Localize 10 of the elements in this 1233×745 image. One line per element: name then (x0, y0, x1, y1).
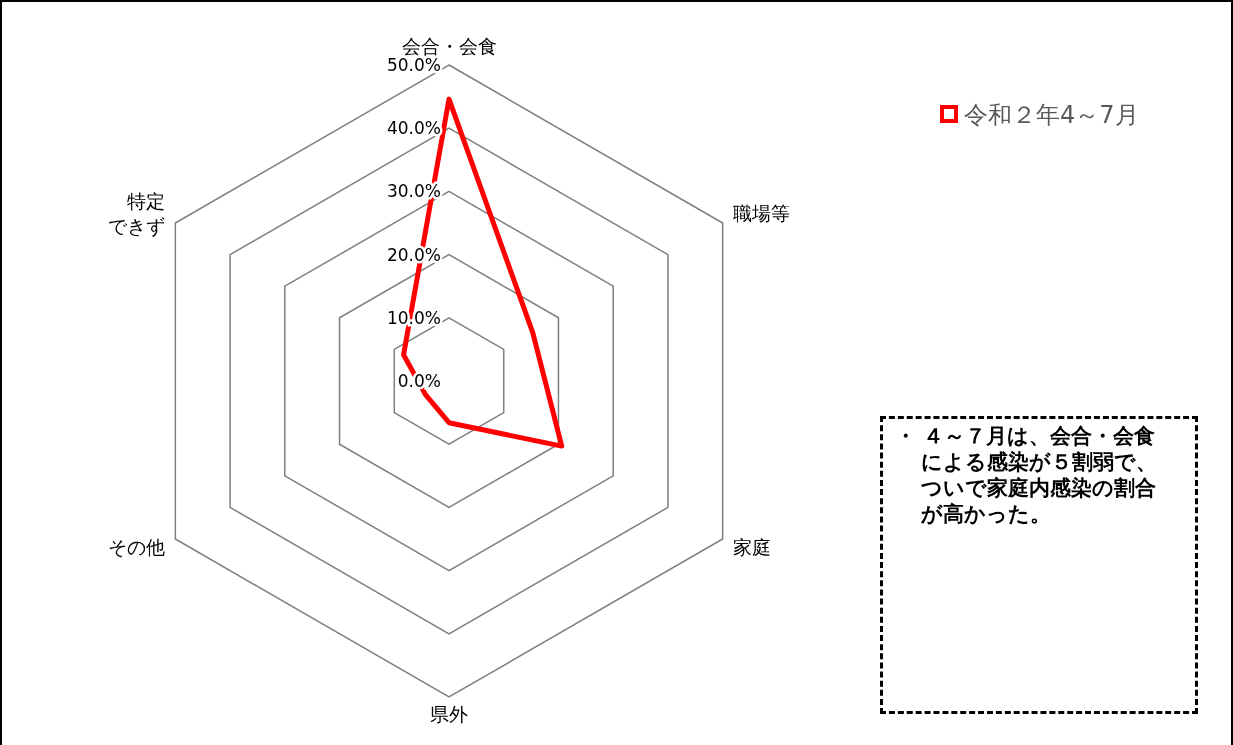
spoke-label: 家庭 (733, 536, 772, 558)
spoke-label: 職場等 (733, 202, 791, 224)
legend-label: 令和２年4～7月 (964, 101, 1139, 129)
y-tick-label: 40.0% (386, 118, 441, 139)
spoke-label: 県外 (430, 703, 468, 725)
y-tick-label: 50.0% (386, 55, 441, 75)
spoke-label: その他 (107, 536, 165, 558)
spoke-label: 特定できず (107, 190, 165, 237)
spoke-label: 会合・会食 (401, 35, 497, 57)
text: ・ ４～７月は、会合・会食による感染が５割弱で、ついで家庭内感染の割合が高かった。 (880, 416, 1198, 714)
